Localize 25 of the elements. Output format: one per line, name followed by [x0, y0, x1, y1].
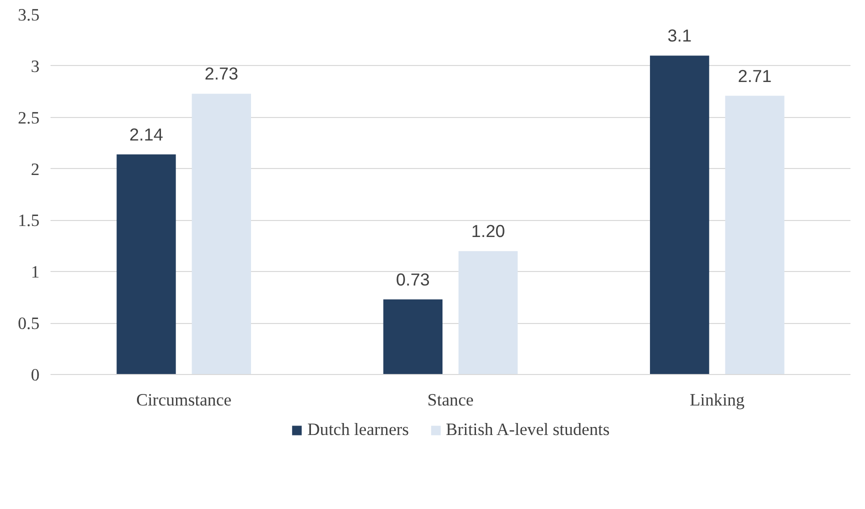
bar	[458, 251, 518, 374]
data-label: 2.73	[204, 64, 238, 84]
y-tick-label: 2	[30, 160, 40, 179]
y-tick-label: 0.5	[18, 314, 40, 334]
y-tick-label: 2.5	[18, 108, 40, 128]
y-tick-label: 1	[30, 262, 40, 282]
bar	[383, 299, 442, 374]
legend-label: Dutch learners	[307, 420, 409, 440]
data-label: 1.20	[471, 221, 505, 242]
bar	[116, 154, 176, 374]
data-label: 0.73	[396, 269, 430, 290]
y-tick-label: 1.5	[18, 211, 40, 230]
data-label: 2.14	[129, 124, 164, 144]
y-tick-label: 0	[30, 366, 40, 384]
data-label: 2.71	[738, 66, 772, 86]
data-label: 3.1	[668, 26, 692, 46]
x-tick-label: Linking	[690, 390, 745, 410]
legend-label: British A-level students	[446, 420, 610, 440]
x-tick-label: Circumstance	[136, 390, 232, 410]
x-tick-label: Stance	[427, 390, 474, 410]
y-tick-label: 3	[30, 56, 40, 76]
bar	[725, 96, 784, 374]
bar	[192, 94, 252, 374]
y-tick-label: 3.5	[18, 6, 40, 24]
bar	[650, 56, 710, 374]
